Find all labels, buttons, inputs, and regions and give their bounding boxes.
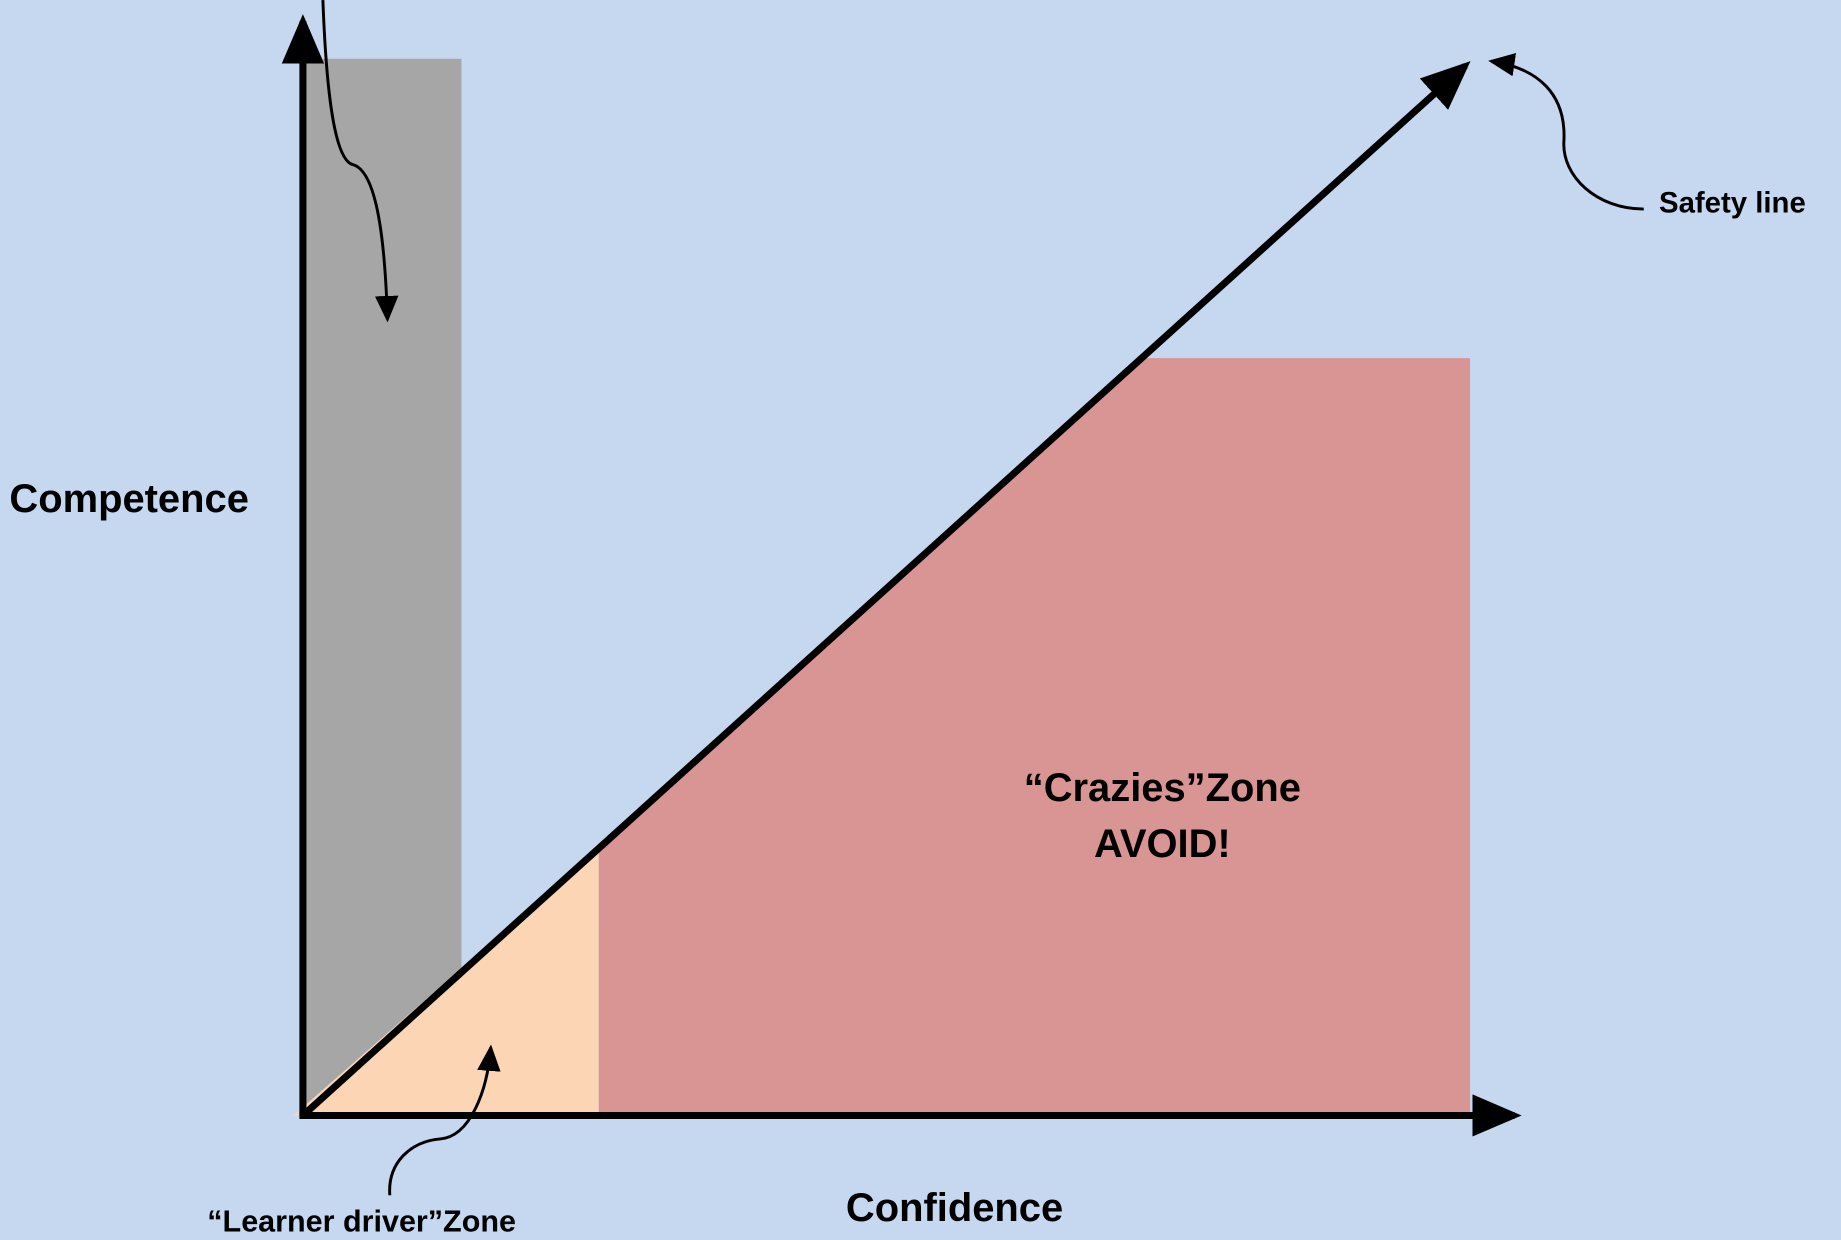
curved-arrow bbox=[1488, 53, 1644, 211]
crazies-zone bbox=[598, 358, 1470, 1116]
curved-arrow bbox=[321, 0, 399, 323]
x-axis-label: Confidence bbox=[846, 1186, 1063, 1230]
curved-arrow bbox=[388, 1044, 501, 1196]
safety-line bbox=[300, 61, 1471, 1119]
grey-zone bbox=[302, 58, 462, 1116]
zone-warning: AVOID! bbox=[1094, 822, 1231, 866]
zone-label: “Crazies”Zone bbox=[1024, 766, 1301, 810]
safety-line-label: Safety line bbox=[1659, 187, 1806, 220]
zone-label: “Learner driver”Zone bbox=[207, 1205, 516, 1239]
y-axis-label: Competence bbox=[9, 477, 248, 521]
